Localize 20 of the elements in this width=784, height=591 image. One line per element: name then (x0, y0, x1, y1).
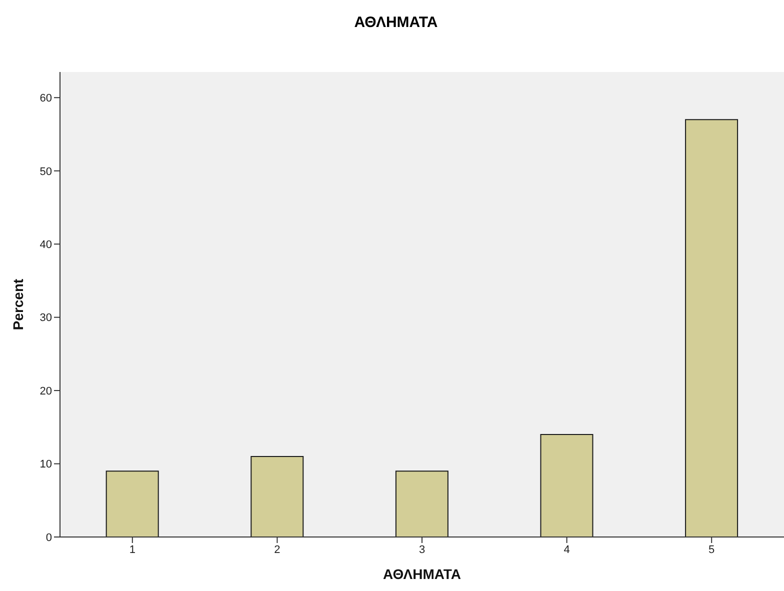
chart-title: ΑΘΛΗΜΑΤΑ (353, 13, 439, 33)
x-tick-label: 1 (129, 544, 136, 556)
y-tick-label: 40 (40, 238, 52, 251)
x-tick-label: 5 (708, 544, 715, 556)
y-tick-label: 60 (40, 92, 52, 105)
y-axis-title: Percent (10, 278, 26, 330)
x-tick-label: 2 (274, 544, 280, 556)
bar (395, 470, 448, 537)
x-axis-title: ΑΘΛΗΜΑΤΑ (383, 566, 461, 582)
y-tick-label: 50 (40, 166, 52, 178)
x-tick-label: 3 (418, 544, 426, 556)
x-tick-label: 4 (564, 544, 570, 556)
y-tick-label: 10 (40, 458, 52, 471)
bar (540, 434, 594, 537)
y-tick-label: 20 (40, 385, 52, 398)
y-tick-label: 30 (40, 312, 52, 324)
bar (685, 119, 738, 537)
y-tick-label: 0 (46, 532, 52, 544)
bar (250, 456, 304, 537)
bar (106, 470, 159, 537)
